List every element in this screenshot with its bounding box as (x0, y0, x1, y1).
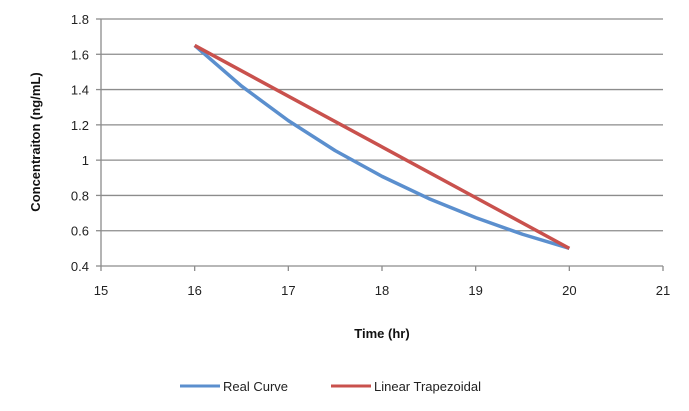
x-tick-label: 21 (656, 283, 670, 298)
series-line-real-curve (193, 44, 570, 251)
y-tick-label: 0.6 (71, 224, 89, 239)
series-line-linear-trapezoidal (193, 43, 571, 250)
legend: Real Curve Linear Trapezoidal (180, 379, 481, 394)
x-tick-label: 15 (94, 283, 108, 298)
x-tick-label: 19 (468, 283, 482, 298)
legend-label-real-curve: Real Curve (223, 379, 288, 394)
legend-label-linear-trapezoidal: Linear Trapezoidal (374, 379, 481, 394)
y-tick-label: 1.8 (71, 12, 89, 27)
x-tick-label: 18 (375, 283, 389, 298)
x-tick-label: 16 (187, 283, 201, 298)
y-tick-label: 1 (82, 153, 89, 168)
y-tick-label: 1.4 (71, 83, 89, 98)
gridlines (101, 18, 663, 232)
y-tick-label: 1.6 (71, 47, 89, 62)
y-tick-label: 0.8 (71, 188, 89, 203)
x-tick-label: 20 (562, 283, 576, 298)
y-tick-label: 0.4 (71, 259, 89, 274)
x-tick-label: 17 (281, 283, 295, 298)
axes (96, 18, 664, 271)
x-tick-labels: 15 16 17 18 19 20 21 (94, 283, 670, 298)
series-lines (193, 43, 571, 251)
y-axis-title: Concentraiton (ng/mL) (28, 72, 43, 211)
x-axis-title: Time (hr) (354, 326, 409, 341)
y-tick-label: 1.2 (71, 118, 89, 133)
y-tick-labels: 0.4 0.6 0.8 1 1.2 1.4 1.6 1.8 (71, 12, 89, 274)
